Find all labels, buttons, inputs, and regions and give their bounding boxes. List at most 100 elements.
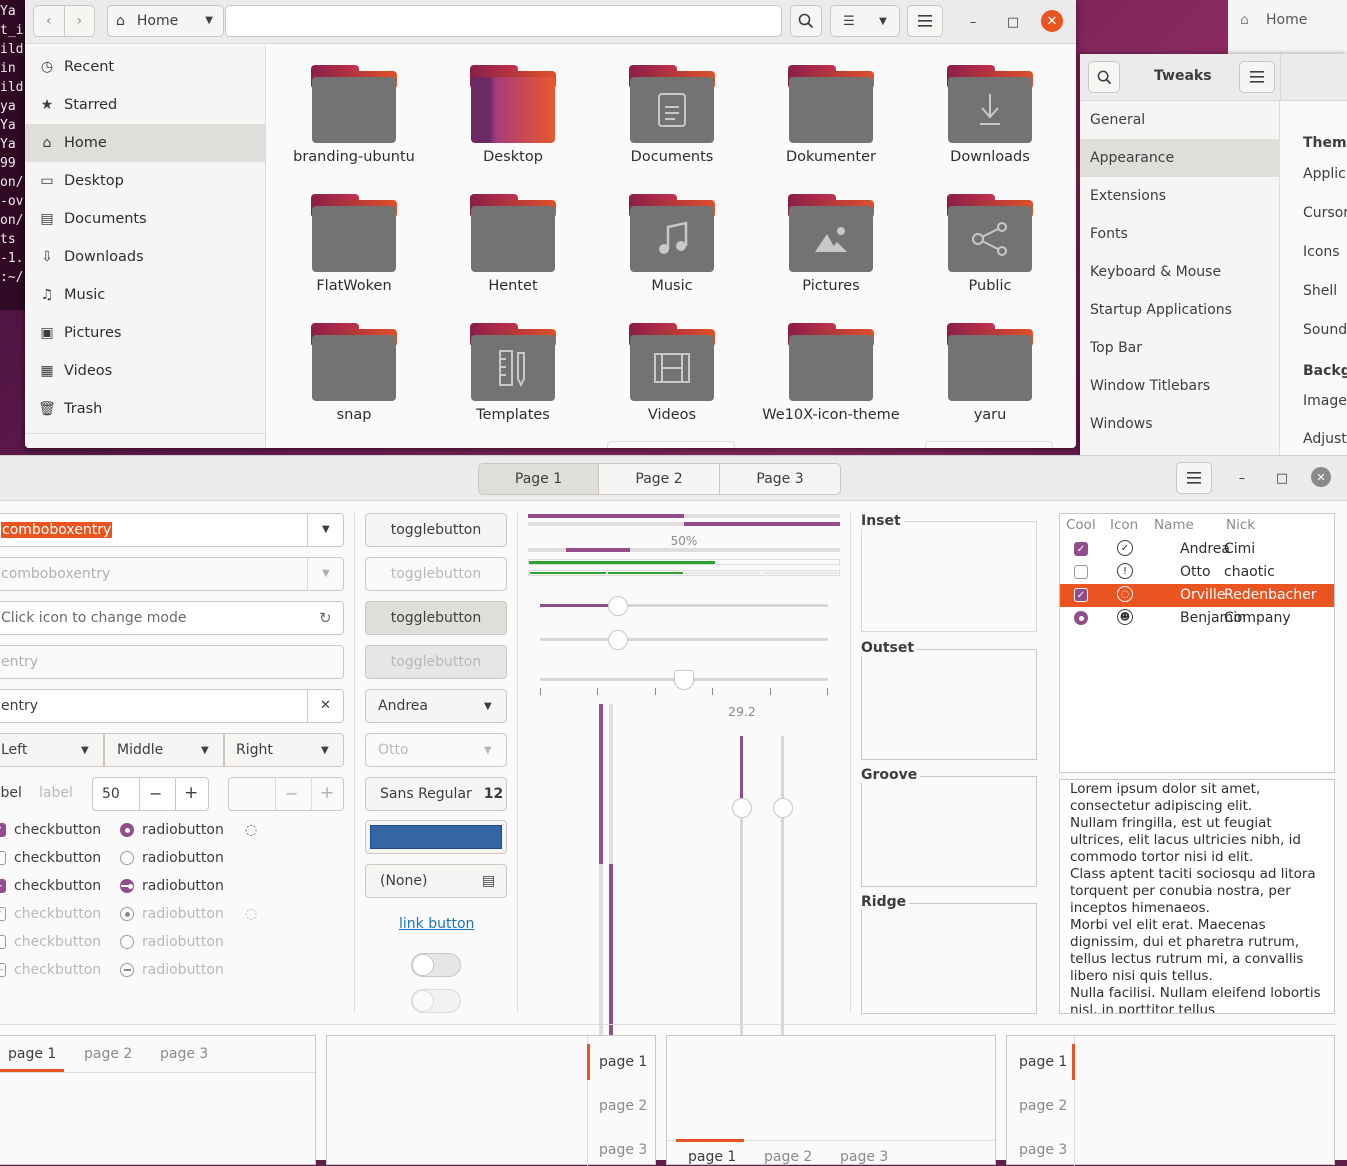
radio-indicator[interactable] [120,851,134,865]
tree-column-header[interactable]: Nick [1226,517,1256,533]
radiobutton[interactable]: radiobutton [120,962,224,978]
folder-item[interactable]: Hentet [438,194,588,314]
combo-andrea[interactable]: Andrea ▼ [365,689,507,723]
tree-column-header[interactable]: Icon [1110,517,1139,533]
notebook-tab-2[interactable]: page 2 [84,1046,133,1062]
folder-item[interactable]: Desktop [438,65,588,185]
search-icon[interactable] [790,5,822,37]
comboboxentry-2-disabled[interactable]: comboboxentry ▼ [0,557,344,591]
notebook-tab-3[interactable]: page 3 [840,1149,889,1165]
tree-row[interactable]: ☻ Benjamin Company [1060,607,1334,630]
tab-page-3[interactable]: Page 3 [720,463,841,495]
sidebar-item-documents[interactable]: ▤ Documents [25,200,266,238]
sidebar-item-music[interactable]: ♫ Music [25,276,266,314]
scale-h-2[interactable] [540,638,828,641]
close-icon[interactable]: ✕ [1311,467,1331,487]
mode-entry[interactable]: Click icon to change mode ↻ [0,601,344,635]
scale-knob[interactable] [674,670,694,690]
scale-v-1[interactable] [740,736,743,1056]
notebook-tab-1[interactable]: page 1 [1019,1054,1068,1070]
folder-item[interactable]: Music [597,194,747,314]
maximize-icon[interactable]: □ [1275,470,1289,486]
notebook-tab-3[interactable]: page 3 [1019,1142,1068,1158]
notebook-tab-1[interactable]: page 1 [599,1054,648,1070]
sidebar-item-videos[interactable]: ▦ Videos [25,352,266,390]
switch-off[interactable] [411,953,461,977]
tweaks-item[interactable]: Windows [1080,405,1280,443]
togglebutton-2-disabled[interactable]: togglebutton [365,557,507,591]
notebook-tab-3[interactable]: page 3 [599,1142,648,1158]
path-bar[interactable] [225,5,782,37]
radiobutton[interactable]: radiobutton [120,850,224,866]
tab-page-1[interactable]: Page 1 [478,463,599,495]
notebook-tab-1[interactable]: page 1 [688,1149,737,1165]
sidebar-item-recent[interactable]: ◷ Recent [25,48,266,86]
behind-files-window[interactable]: ⌂ Home [1228,0,1347,60]
folder-item[interactable]: FlatWoken [279,194,429,314]
checkbutton[interactable]: ✓ checkbutton [0,822,101,838]
tweaks-item[interactable]: Fonts [1080,215,1280,253]
togglebutton-1[interactable]: togglebutton [365,513,507,547]
view-dropdown-icon[interactable]: ▼ [879,15,887,27]
notebook-tab-2[interactable]: page 2 [599,1098,648,1114]
plus-icon[interactable]: + [184,783,199,803]
spinbutton[interactable]: 50 − + [92,777,209,811]
entry-disabled[interactable]: entry [0,645,344,679]
link-button[interactable]: link button [399,916,475,932]
tweaks-item[interactable]: Startup Applications [1080,291,1280,329]
list-view-icon[interactable]: ☰ [843,13,855,29]
tree-cool-toggle[interactable] [1074,565,1088,579]
tree-column-header[interactable]: Name [1154,517,1194,533]
font-button[interactable]: Sans Regular 12 [365,777,507,811]
folder-item[interactable]: branding-ubuntu [279,65,429,185]
clear-icon[interactable]: ✕ [320,698,331,713]
spinbutton-disabled[interactable]: − + [228,777,344,811]
radiobutton[interactable]: radiobutton [120,878,224,894]
menu-icon[interactable] [1239,61,1275,93]
tree-cool-toggle[interactable] [1074,611,1088,625]
folder-item[interactable]: Documents [597,65,747,185]
combo-otto-disabled[interactable]: Otto ▼ [365,733,507,767]
sidebar-item-starred[interactable]: ★ Starred [25,86,266,124]
tweaks-item[interactable]: General [1080,101,1280,139]
comboboxentry-1[interactable]: comboboxentry ▼ [0,513,344,547]
folder-item[interactable]: Dokumenter [756,65,906,185]
folder-item[interactable]: Templates [438,323,588,443]
minimize-icon[interactable]: – [1238,470,1246,486]
checkbox-indicator[interactable]: ✓ [0,907,6,921]
radio-indicator[interactable] [120,823,134,837]
folder-item[interactable]: We10X-icon-theme [756,323,906,443]
checkbox-indicator[interactable]: − [0,962,6,978]
maximize-icon[interactable]: □ [1006,14,1020,30]
search-icon[interactable] [1088,61,1120,93]
folder-item[interactable]: Downloads [915,65,1065,185]
tree-cool-toggle[interactable]: ✓ [1074,542,1088,556]
entry-clearable[interactable]: entry ✕ [0,689,344,723]
scale-knob[interactable] [732,798,752,818]
checkbutton[interactable]: −checkbutton [0,962,101,978]
tweaks-item[interactable]: Appearance [1080,139,1280,177]
color-button[interactable] [365,820,507,854]
tweaks-item[interactable]: Extensions [1080,177,1280,215]
combo-right[interactable]: Right ▼ [224,733,344,767]
chevron-left-icon[interactable]: ‹ [45,13,52,29]
tree-cool-toggle[interactable]: ✓ [1074,588,1088,602]
radiobutton[interactable]: radiobutton [120,934,224,950]
radio-indicator[interactable] [120,907,134,921]
checkbutton[interactable]: −checkbutton [0,878,101,894]
sidebar-item-pictures[interactable]: ▣ Pictures [25,314,266,352]
radio-indicator[interactable] [120,935,134,949]
checkbutton[interactable]: checkbutton [0,850,101,866]
sidebar-item-downloads[interactable]: ⇩ Downloads [25,238,266,276]
combo-middle[interactable]: Middle ▼ [104,733,224,767]
view-toggle[interactable]: ☰ ▼ [830,5,900,37]
radio-indicator[interactable] [120,879,134,893]
scale-knob[interactable] [607,630,628,650]
menu-icon[interactable] [1176,462,1212,494]
folder-item[interactable]: Videos [597,323,747,443]
minimize-icon[interactable]: – [969,14,977,30]
location-button[interactable]: ⌂ Home ▼ [107,5,224,37]
radiobutton[interactable]: radiobutton [120,822,224,838]
menu-icon[interactable] [907,5,943,37]
folder-item[interactable]: Pictures [756,194,906,314]
